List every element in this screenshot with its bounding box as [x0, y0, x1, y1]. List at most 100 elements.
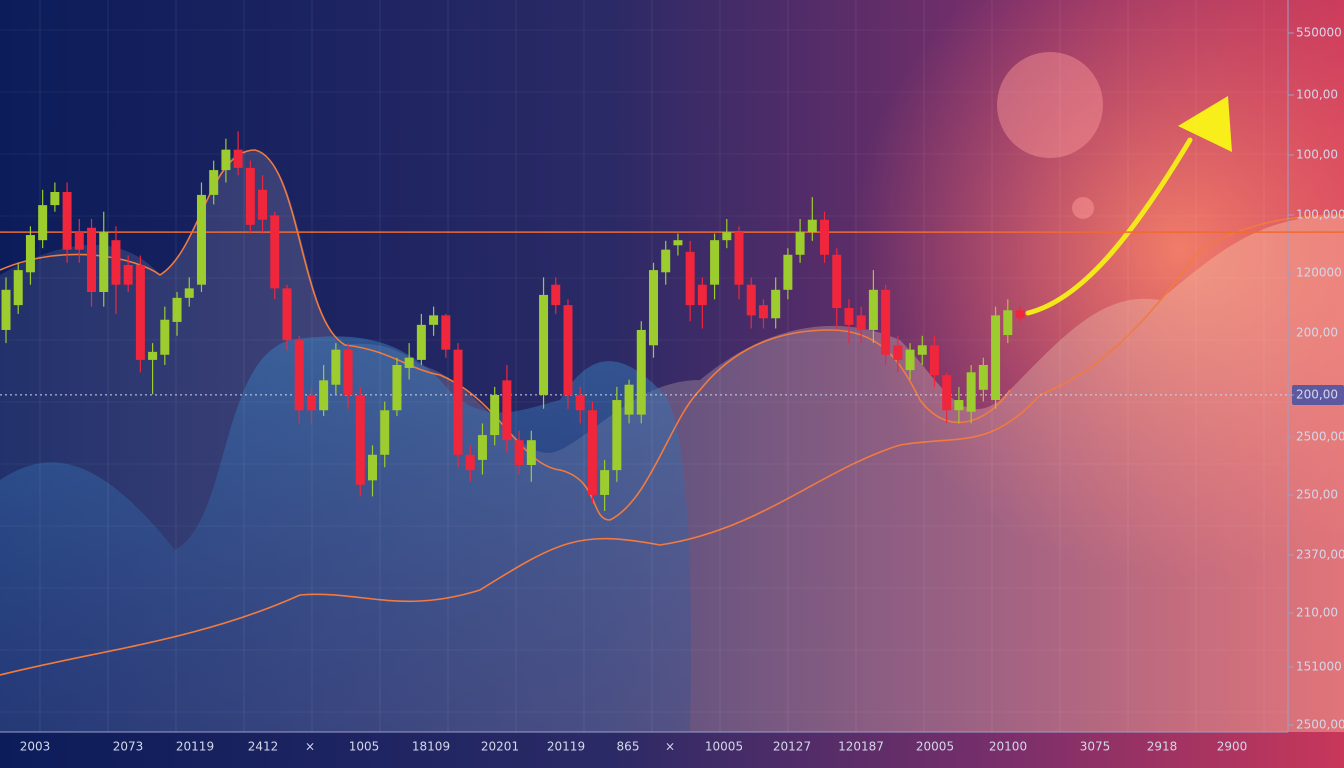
candle-body [87, 227, 97, 292]
candle-body [355, 394, 365, 485]
candle-body [526, 440, 536, 466]
y-label: 200,00 [1296, 388, 1338, 402]
candle-body [196, 194, 206, 285]
background-area [0, 336, 692, 732]
candle-body [539, 294, 549, 395]
candle-body [929, 345, 939, 376]
candle-body [1, 289, 11, 330]
decor-circle [1072, 197, 1094, 219]
candle-body [465, 454, 475, 471]
trend-curve [0, 214, 1344, 676]
x-label: 120187 [838, 740, 884, 754]
x-label: 20100 [989, 740, 1027, 754]
candle-body [135, 264, 145, 360]
candle-body [807, 219, 817, 233]
x-label: 2900 [1217, 740, 1248, 754]
x-label: 20127 [773, 740, 811, 754]
candle-body [636, 329, 646, 415]
candle-body [563, 305, 573, 395]
x-label: 20201 [481, 740, 519, 754]
candle-body [966, 372, 976, 412]
candle-body [648, 270, 658, 346]
x-label: 10005 [705, 740, 743, 754]
candle-body [954, 400, 964, 411]
candle-body [13, 270, 23, 306]
candle-body [673, 240, 683, 246]
candle-body [477, 435, 487, 460]
y-label: 2500,00 [1296, 718, 1344, 732]
x-label: 2412 [248, 740, 279, 754]
y-label: 2500,00 [1296, 430, 1344, 444]
candle-body [50, 191, 60, 206]
candle-body [441, 315, 451, 350]
candle-body [575, 394, 585, 411]
candle-body [917, 345, 927, 355]
candle-body [820, 219, 830, 255]
candle-body [991, 315, 1001, 401]
candle-body [612, 400, 622, 471]
candle-body [160, 319, 170, 355]
x-label: 2003 [20, 740, 51, 754]
candle-body [868, 289, 878, 330]
candle-body [1015, 310, 1025, 319]
y-label: 210,00 [1296, 606, 1338, 620]
candle-body [294, 340, 304, 411]
candle-body [25, 235, 35, 273]
y-label: 250,00 [1296, 488, 1338, 502]
candle-body [62, 191, 72, 250]
candle-body [343, 349, 353, 395]
candle-body [844, 308, 854, 325]
candle-body [1003, 310, 1013, 336]
candle-body [942, 375, 952, 411]
candle-body [551, 284, 561, 306]
candle-body [233, 149, 243, 168]
candle-body [600, 470, 610, 495]
y-label: 120000 [1296, 266, 1342, 280]
x-label: 3075 [1080, 740, 1111, 754]
candle-body [392, 365, 402, 411]
candle-body [978, 365, 988, 390]
candle-body [661, 249, 671, 273]
candle-body [881, 289, 891, 355]
candle-body [624, 384, 634, 415]
candle-body [697, 284, 707, 306]
y-label-highlight [1292, 385, 1344, 405]
candle-body [404, 357, 414, 368]
candle-body [380, 410, 390, 455]
candle-body [123, 264, 133, 285]
candle-body [99, 232, 109, 292]
candle-body [368, 454, 378, 481]
x-label: × [305, 740, 315, 754]
candle-body [282, 288, 292, 341]
candle-body [111, 240, 121, 285]
candle-body [832, 254, 842, 309]
candle-body [771, 289, 781, 319]
x-label: 1005 [349, 740, 380, 754]
x-label: 18109 [412, 740, 450, 754]
trend-arrowhead [1178, 96, 1232, 152]
decor-circle [997, 52, 1103, 158]
x-label: 2918 [1147, 740, 1178, 754]
y-label: 100,00 [1296, 88, 1338, 102]
candle-body [221, 149, 231, 171]
x-label: 20005 [916, 740, 954, 754]
candle-body [758, 305, 768, 319]
candle-body [502, 380, 512, 441]
candle-body [245, 167, 255, 225]
candle-body [905, 349, 915, 371]
y-label: 200,00 [1296, 326, 1338, 340]
y-label: 100,00 [1296, 148, 1338, 162]
y-label: 2370,00 [1296, 548, 1344, 562]
candle-body [306, 394, 316, 411]
x-label: 20119 [176, 740, 214, 754]
candle-body [172, 297, 182, 322]
decorations [0, 0, 1344, 733]
candle-body [893, 345, 903, 360]
candle-body [209, 170, 219, 195]
candles [1, 131, 1025, 511]
candle-body [270, 215, 280, 289]
candle-body [331, 349, 341, 385]
trend-arrow [1025, 137, 1193, 316]
